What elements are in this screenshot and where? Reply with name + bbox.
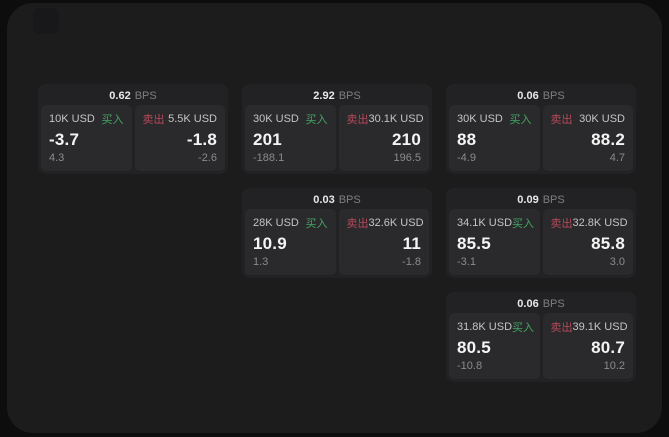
spread-card: 0.06 BPS 30K USD 买入 88 -4.9 卖出 30K USD 8… xyxy=(446,84,636,174)
buy-side-label: 买入 xyxy=(512,322,535,334)
sell-quote-tile[interactable]: 卖出 5.5K USD -1.8 -2.6 xyxy=(134,105,225,171)
buy-quote-value: 80.5 xyxy=(457,337,491,357)
bps-header: 0.03 BPS xyxy=(245,191,429,209)
bps-unit: BPS xyxy=(542,90,565,102)
sell-quote-tile[interactable]: 卖出 30K USD 88.2 4.7 xyxy=(542,105,633,171)
bps-header: 2.92 BPS xyxy=(245,87,429,105)
sell-quote-value: 85.8 xyxy=(591,233,625,253)
sell-quote-value: 210 xyxy=(392,129,421,149)
buy-size-label: 31.8K USD xyxy=(457,321,513,333)
buy-quote-value: 85.5 xyxy=(457,233,491,253)
buy-side-label: 买入 xyxy=(305,114,328,126)
buy-side-label: 买入 xyxy=(512,218,535,230)
buy-size-label: 10K USD xyxy=(49,113,95,125)
buy-quote-tile[interactable]: 28K USD 买入 10.9 1.3 xyxy=(245,209,336,275)
bps-value: 0.62 xyxy=(109,90,131,102)
buy-sub-value: 4.3 xyxy=(49,152,65,164)
sell-side-label: 卖出 xyxy=(550,218,573,230)
bps-header: 0.62 BPS xyxy=(41,87,225,105)
spread-card-grid: 0.62 BPS 10K USD 买入 -3.7 4.3 卖出 5.5K USD… xyxy=(38,84,636,382)
sell-quote-tile[interactable]: 卖出 32.8K USD 85.8 3.0 xyxy=(542,209,633,275)
sell-quote-tile[interactable]: 卖出 30.1K USD 210 196.5 xyxy=(338,105,429,171)
buy-quote-value: 10.9 xyxy=(253,233,287,253)
sell-sub-value: -1.8 xyxy=(402,256,421,268)
sell-quote-value: 88.2 xyxy=(591,129,625,149)
buy-side-label: 买入 xyxy=(305,218,328,230)
buy-quote-tile[interactable]: 31.8K USD 买入 80.5 -10.8 xyxy=(449,313,540,379)
sell-quote-tile[interactable]: 卖出 32.6K USD 11 -1.8 xyxy=(338,209,429,275)
buy-size-label: 34.1K USD xyxy=(457,217,513,229)
bps-unit: BPS xyxy=(338,194,361,206)
sell-size-label: 30.1K USD xyxy=(368,113,424,125)
bps-unit: BPS xyxy=(542,298,565,310)
buy-quote-value: -3.7 xyxy=(49,129,80,149)
sell-size-label: 39.1K USD xyxy=(572,321,628,333)
sell-sub-value: 3.0 xyxy=(609,256,625,268)
bps-header: 0.09 BPS xyxy=(449,191,633,209)
buy-quote-tile[interactable]: 30K USD 买入 201 -188.1 xyxy=(245,105,336,171)
buy-size-label: 28K USD xyxy=(253,217,299,229)
bps-value: 0.06 xyxy=(517,298,539,310)
buy-sub-value: -10.8 xyxy=(457,360,483,372)
bps-unit: BPS xyxy=(134,90,157,102)
sell-side-label: 卖出 xyxy=(550,114,573,126)
spread-card: 2.92 BPS 30K USD 买入 201 -188.1 卖出 30.1K … xyxy=(242,84,432,174)
sell-sub-value: 4.7 xyxy=(609,152,625,164)
bps-unit: BPS xyxy=(338,90,361,102)
buy-quote-tile[interactable]: 34.1K USD 买入 85.5 -3.1 xyxy=(449,209,540,275)
bps-header: 0.06 BPS xyxy=(449,295,633,313)
sell-size-label: 5.5K USD xyxy=(168,113,217,125)
bps-value: 2.92 xyxy=(313,90,335,102)
sell-sub-value: 196.5 xyxy=(393,152,421,164)
spread-card: 0.62 BPS 10K USD 买入 -3.7 4.3 卖出 5.5K USD… xyxy=(38,84,228,174)
sell-sub-value: 10.2 xyxy=(603,360,625,372)
buy-size-label: 30K USD xyxy=(253,113,299,125)
spread-card: 0.03 BPS 28K USD 买入 10.9 1.3 卖出 32.6K US… xyxy=(242,188,432,278)
buy-sub-value: 1.3 xyxy=(253,256,269,268)
sell-side-label: 卖出 xyxy=(346,218,369,230)
sell-size-label: 32.8K USD xyxy=(572,217,628,229)
spread-card: 0.09 BPS 34.1K USD 买入 85.5 -3.1 卖出 32.8K… xyxy=(446,188,636,278)
sell-size-label: 30K USD xyxy=(579,113,625,125)
buy-side-label: 买入 xyxy=(509,114,532,126)
buy-side-label: 买入 xyxy=(101,114,124,126)
bps-header: 0.06 BPS xyxy=(449,87,633,105)
sell-size-label: 32.6K USD xyxy=(368,217,424,229)
bps-value: 0.09 xyxy=(517,194,539,206)
sell-quote-tile[interactable]: 卖出 39.1K USD 80.7 10.2 xyxy=(542,313,633,379)
buy-sub-value: -3.1 xyxy=(457,256,476,268)
buy-size-label: 30K USD xyxy=(457,113,503,125)
spread-card: 0.06 BPS 31.8K USD 买入 80.5 -10.8 卖出 39.1… xyxy=(446,292,636,382)
sell-quote-value: 11 xyxy=(402,233,421,253)
buy-quote-value: 201 xyxy=(253,129,282,149)
buy-quote-tile[interactable]: 10K USD 买入 -3.7 4.3 xyxy=(41,105,132,171)
sell-side-label: 卖出 xyxy=(550,322,573,334)
bps-value: 0.03 xyxy=(313,194,335,206)
bps-value: 0.06 xyxy=(517,90,539,102)
buy-quote-tile[interactable]: 30K USD 买入 88 -4.9 xyxy=(449,105,540,171)
bps-unit: BPS xyxy=(542,194,565,206)
buy-quote-value: 88 xyxy=(457,129,477,149)
app-icon xyxy=(33,8,59,34)
sell-quote-value: -1.8 xyxy=(186,129,217,149)
buy-sub-value: -188.1 xyxy=(253,152,285,164)
sell-side-label: 卖出 xyxy=(346,114,369,126)
buy-sub-value: -4.9 xyxy=(457,152,476,164)
sell-sub-value: -2.6 xyxy=(198,152,217,164)
sell-quote-value: 80.7 xyxy=(591,337,625,357)
sell-side-label: 卖出 xyxy=(142,114,165,126)
